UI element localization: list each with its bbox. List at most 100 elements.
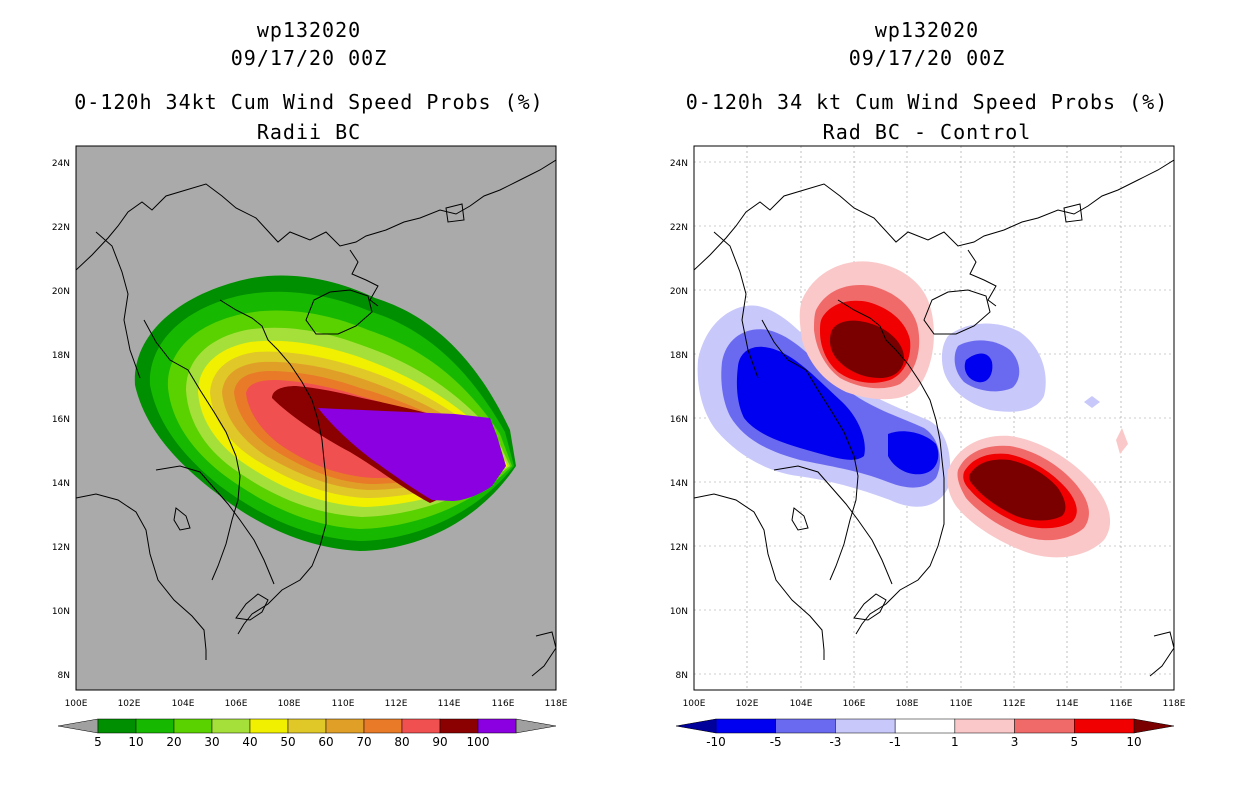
lon-label: 102E [736, 699, 759, 709]
lat-label: 24N [670, 159, 688, 169]
colorbar-label: 70 [356, 735, 371, 749]
coastlines [76, 159, 556, 677]
lon-label: 110E [950, 699, 973, 709]
lon-labels: 100E 102E 104E 106E 108E 110E 112E 114E … [683, 699, 1186, 709]
storm-id: wp132020 [874, 18, 980, 42]
colorbar-swatch [954, 718, 1015, 734]
difference-contours [697, 261, 1128, 558]
contour-neg5b [888, 431, 939, 475]
right-panel: wp132020 09/17/20 00Z 0-120h 34 kt Cum W… [618, 0, 1236, 800]
lon-label: 116E [1110, 699, 1133, 709]
colorbar-over-triangle [1133, 718, 1175, 734]
colorbar-label: 100 [467, 735, 490, 749]
lon-label: 112E [1003, 699, 1026, 709]
colorbar-label: -3 [829, 735, 841, 749]
lon-label: 106E [225, 699, 248, 709]
colorbar-swatch [439, 718, 479, 734]
lat-label: 12N [670, 543, 688, 553]
map-frame-ticks [75, 145, 557, 691]
colorbar-label: 40 [242, 735, 257, 749]
colorbar-swatch [135, 718, 175, 734]
colorbar: 5 10 20 30 40 50 60 70 80 90 100 [57, 718, 557, 749]
lon-label: 112E [385, 699, 408, 709]
colorbar-swatch [775, 718, 836, 734]
colorbar-swatch [401, 718, 441, 734]
lon-label: 106E [843, 699, 866, 709]
lon-label: 108E [278, 699, 301, 709]
lon-label: 100E [65, 699, 88, 709]
lon-labels: 100E 102E 104E 106E 108E 110E 112E 114E … [65, 699, 568, 709]
colorbar-label: 80 [394, 735, 409, 749]
plot-subtitle: Radii BC [256, 120, 362, 144]
colorbar-swatch [325, 718, 365, 734]
plot-title: 0-120h 34 kt Cum Wind Speed Probs (%) [685, 90, 1169, 114]
lon-label: 104E [790, 699, 813, 709]
colorbar-label: 5 [1070, 735, 1078, 749]
lon-label: 110E [332, 699, 355, 709]
lat-label: 16N [52, 415, 70, 425]
lon-label: 118E [1163, 699, 1186, 709]
contour-neg5 [736, 346, 865, 460]
colorbar-label: 10 [1126, 735, 1141, 749]
lat-label: 10N [670, 607, 688, 617]
colorbar-over-triangle [515, 718, 557, 734]
colorbar-swatch [1014, 718, 1075, 734]
contour-pos10 [829, 320, 904, 378]
colorbar-swatch [1074, 718, 1135, 734]
colorbar-label: -5 [770, 735, 782, 749]
colorbar-swatch [477, 718, 517, 734]
colorbar-label: 3 [1011, 735, 1019, 749]
colorbar-swatch [211, 718, 251, 734]
contour-neg5-east [964, 353, 993, 383]
colorbar: -10 -5 -3 -1 1 3 5 10 [675, 718, 1175, 749]
lon-label: 108E [896, 699, 919, 709]
colorbar-under-triangle [57, 718, 99, 734]
storm-id: wp132020 [256, 18, 362, 42]
colorbar-label: 50 [280, 735, 295, 749]
colorbar-swatch [249, 718, 289, 734]
left-panel: wp132020 09/17/20 00Z 0-120h 34kt Cum Wi… [52, 18, 568, 749]
lat-label: 18N [52, 351, 70, 361]
colorbar-label: -10 [706, 735, 726, 749]
colorbar-swatch [715, 718, 776, 734]
left-map: 100E 102E 104E 106E 108E 110E 112E 114E … [52, 145, 568, 749]
lon-label: 118E [545, 699, 568, 709]
colorbar-label: 90 [432, 735, 447, 749]
lat-label: 22N [52, 223, 70, 233]
colorbar-label: 10 [128, 735, 143, 749]
colorbar-swatch [894, 718, 956, 734]
lon-label: 114E [438, 699, 461, 709]
lon-label: 100E [683, 699, 706, 709]
colorbar-under-triangle [675, 718, 717, 734]
contour-pos1-small [1116, 428, 1128, 454]
lon-label: 104E [172, 699, 195, 709]
lat-labels: 24N 22N 20N 18N 16N 14N 12N 10N 8N [670, 159, 688, 681]
lat-label: 10N [52, 607, 70, 617]
colorbar-label: 30 [204, 735, 219, 749]
colorbar-swatch [287, 718, 327, 734]
lat-label: 18N [670, 351, 688, 361]
datetime: 09/17/20 00Z [848, 46, 1006, 70]
lat-label: 16N [670, 415, 688, 425]
lon-label: 102E [118, 699, 141, 709]
colorbar-label: 20 [166, 735, 181, 749]
colorbar-label: 5 [94, 735, 102, 749]
lat-label: 24N [52, 159, 70, 169]
datetime: 09/17/20 00Z [230, 46, 388, 70]
lat-label: 8N [676, 671, 688, 681]
right-map: 100E 102E 104E 106E 108E 110E 112E 114E … [670, 145, 1186, 749]
lat-labels: 24N 22N 20N 18N 16N 14N 12N 10N 8N [52, 159, 70, 681]
contour-pos10-se [969, 459, 1066, 521]
lat-label: 8N [58, 671, 70, 681]
plot-title: 0-120h 34kt Cum Wind Speed Probs (%) [74, 90, 544, 114]
lat-label: 22N [670, 223, 688, 233]
lon-label: 114E [1056, 699, 1079, 709]
colorbar-label: 60 [318, 735, 333, 749]
lat-label: 20N [670, 287, 688, 297]
colorbar-label: 1 [951, 735, 959, 749]
plot-subtitle: Rad BC - Control [822, 120, 1032, 144]
probability-contours [134, 275, 517, 551]
colorbar-label: -1 [889, 735, 901, 749]
contour-100 [318, 408, 506, 501]
contour-neg1-small [1084, 396, 1100, 408]
